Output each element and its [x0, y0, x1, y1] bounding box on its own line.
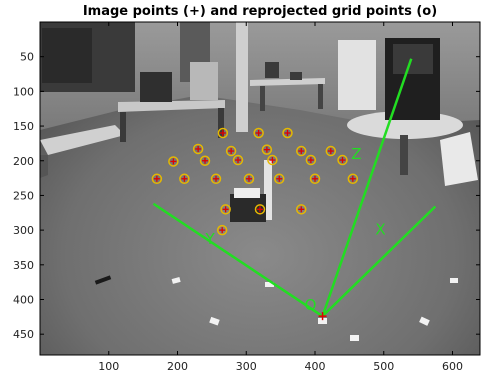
x-tick-label: 200	[167, 360, 188, 373]
x-tick-label: 300	[236, 360, 257, 373]
camera-image	[40, 22, 480, 355]
figure-title: Image points (+) and reprojected grid po…	[83, 4, 437, 19]
plot-area	[39, 21, 481, 356]
x-tick-label: 400	[305, 360, 326, 373]
y-axis-label: Y	[204, 230, 215, 248]
grid-point-marker	[168, 156, 179, 167]
y-tick-label: 350	[13, 259, 34, 272]
y-tick-label: 300	[13, 224, 34, 237]
grid-point-marker	[347, 173, 359, 185]
grid-point-marker	[216, 224, 228, 236]
y-tick-label: 100	[13, 85, 34, 98]
grid-point-marker	[267, 154, 278, 166]
grid-point-marker	[325, 145, 337, 157]
grid-point-marker	[243, 173, 255, 185]
grid-point-marker	[225, 145, 237, 157]
grid-point-marker	[199, 155, 211, 166]
grid-point-marker	[261, 144, 273, 155]
grid-point-marker	[296, 204, 307, 215]
grid-point-marker	[305, 154, 317, 166]
y-tick-label: 150	[13, 120, 34, 133]
origin-label: O	[305, 296, 317, 314]
y-tick-label: 50	[20, 51, 34, 64]
grid-point-marker	[309, 173, 321, 185]
y-axis: 50 100 150 200 250 300 350 400 450	[13, 51, 480, 341]
x-tick-label: 500	[373, 360, 394, 373]
x-tick-label: 600	[442, 360, 463, 373]
y-tick-label: 400	[13, 294, 34, 307]
y-tick-label: 250	[13, 189, 34, 202]
grid-point-marker	[232, 154, 244, 166]
grid-point-marker	[210, 173, 222, 185]
x-axis: 100 200 300 400 500 600	[98, 22, 463, 373]
grid-point-marker	[253, 127, 264, 139]
grid-point-marker	[274, 173, 285, 185]
x-tick-label: 100	[98, 360, 119, 373]
grid-point-marker	[179, 173, 190, 185]
grid-point-marker	[192, 143, 204, 155]
grid-point-marker	[217, 127, 229, 139]
y-tick-label: 200	[13, 155, 34, 168]
z-axis-label: Z	[351, 145, 361, 163]
y-tick-label: 450	[13, 328, 34, 341]
y-axis-line	[152, 202, 324, 318]
grid-point-marker	[254, 204, 266, 215]
z-axis-line	[321, 58, 413, 317]
grid-point-marker	[337, 154, 348, 166]
calibration-overlay	[151, 58, 437, 321]
x-axis-label: X	[375, 221, 385, 239]
grid-point-marker	[151, 173, 163, 185]
grid-point-marker	[282, 127, 293, 139]
grid-point-marker	[296, 145, 307, 157]
grid-point-marker	[220, 204, 231, 215]
x-axis-line	[321, 205, 437, 318]
